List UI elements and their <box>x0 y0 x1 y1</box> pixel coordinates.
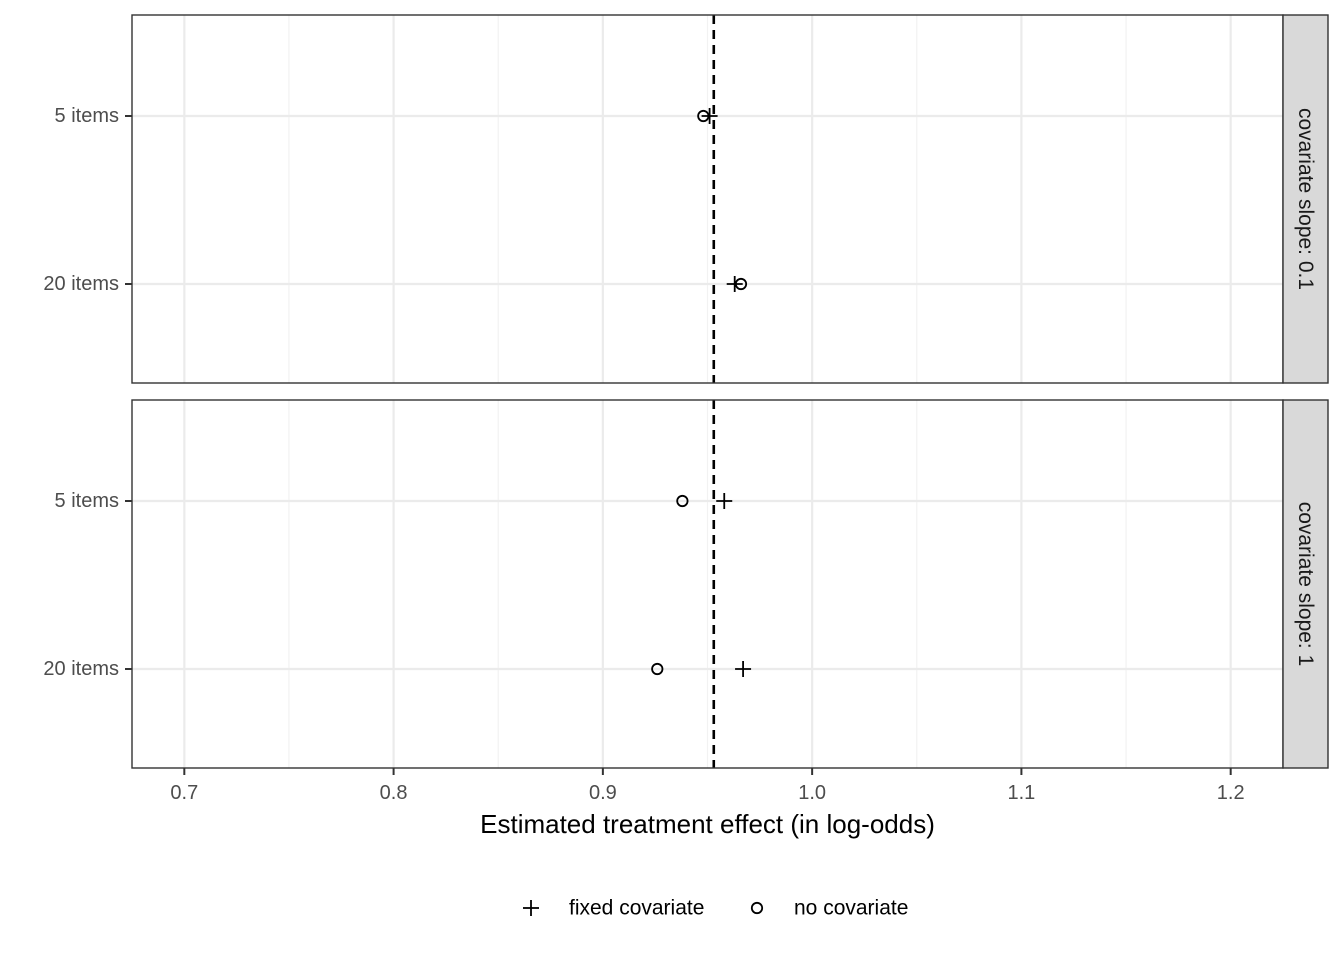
legend-key-no-covariate <box>750 901 764 915</box>
point-no-covariate <box>651 662 664 676</box>
strip-background <box>1282 399 1329 769</box>
x-tick-label: 1.0 <box>798 782 826 804</box>
legend-label-fixed-covariate: fixed covariate <box>569 897 704 920</box>
point-no-covariate <box>676 494 689 508</box>
y-tick-label: 5 items <box>55 105 119 127</box>
x-tick-label: 0.9 <box>589 782 617 804</box>
point-no-covariate <box>734 277 748 291</box>
point-fixed-covariate <box>726 276 743 292</box>
x-tick-label: 0.7 <box>170 782 198 804</box>
legend-label-no-covariate: no covariate <box>794 897 908 920</box>
x-tick-label: 1.1 <box>1008 782 1036 804</box>
x-axis-title: Estimated treatment effect (in log-odds) <box>480 809 935 839</box>
y-tick-label: 20 items <box>43 658 119 680</box>
y-tick-label: 20 items <box>43 273 119 295</box>
strip-label: covariate slope: 1 <box>1294 502 1317 667</box>
x-tick-label: 0.8 <box>380 782 408 804</box>
point-fixed-covariate <box>735 661 752 677</box>
y-tick-label: 5 items <box>55 490 119 512</box>
x-tick-label: 1.2 <box>1217 782 1245 804</box>
strip-label: covariate slope: 0.1 <box>1294 108 1317 290</box>
point-no-covariate <box>697 109 710 123</box>
point-fixed-covariate <box>701 108 718 124</box>
strip-background <box>1282 14 1329 384</box>
point-fixed-covariate <box>716 493 733 509</box>
legend-key-fixed-covariate <box>523 900 539 916</box>
